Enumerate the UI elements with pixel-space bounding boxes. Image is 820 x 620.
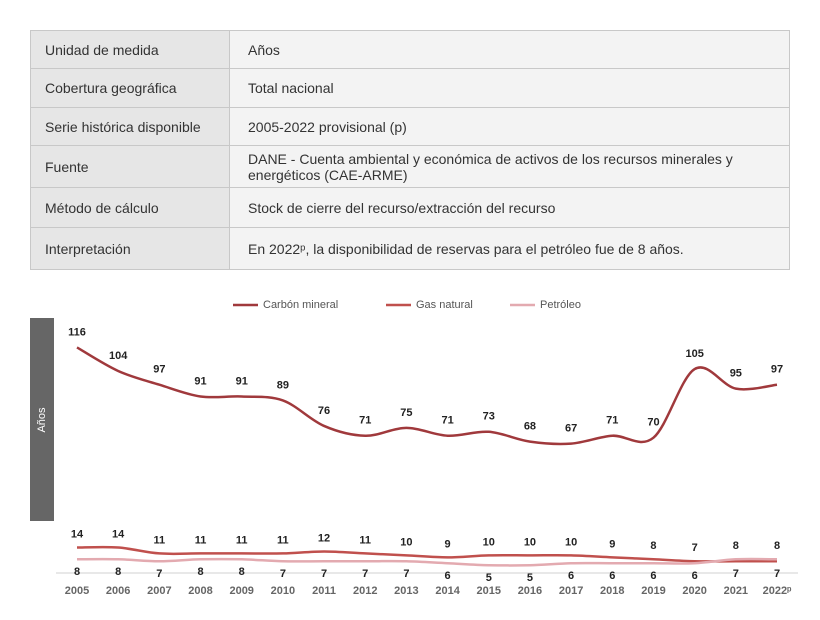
data-label: 7: [362, 568, 368, 580]
data-label: 104: [109, 350, 128, 362]
legend-label: Petróleo: [540, 299, 581, 311]
data-label: 91: [194, 375, 206, 387]
data-label: 7: [156, 568, 162, 580]
row-value: DANE - Cuenta ambiental y económica de a…: [229, 145, 790, 188]
data-label: 7: [774, 568, 780, 580]
x-tick-label: 2009: [229, 585, 253, 597]
data-label: 89: [277, 379, 289, 391]
data-label: 105: [685, 348, 703, 360]
data-label: 11: [154, 534, 166, 546]
data-label: 8: [74, 566, 80, 578]
data-label: 7: [403, 568, 409, 580]
series-line: [76, 545, 777, 563]
y-label-box: [30, 318, 54, 521]
x-tick-label: 2017: [559, 585, 583, 597]
data-label: 10: [400, 536, 412, 548]
x-tick-label: 2016: [518, 585, 542, 597]
data-label: 7: [692, 542, 698, 554]
x-tick-label: 2006: [106, 585, 130, 597]
data-label: 10: [524, 536, 536, 548]
row-key: Método de cálculo: [30, 187, 230, 228]
series-line: [76, 557, 778, 567]
data-label: 95: [730, 368, 742, 380]
data-label: 7: [733, 568, 739, 580]
data-label: 6: [445, 570, 451, 582]
data-label: 97: [771, 364, 783, 376]
row-key: Fuente: [30, 145, 230, 188]
data-label: 5: [486, 572, 492, 584]
data-label: 7: [321, 568, 327, 580]
data-label: 6: [692, 570, 698, 582]
x-tick-label: 2012: [353, 585, 377, 597]
data-label: 71: [441, 415, 453, 427]
row-value: En 2022ᵖ, la disponibilidad de reservas …: [229, 227, 790, 270]
data-label: 68: [524, 421, 536, 433]
data-label: 6: [568, 570, 574, 582]
data-label: 14: [71, 528, 84, 540]
row-value: Total nacional: [229, 68, 790, 108]
x-tick-label: 2011: [312, 585, 336, 597]
data-label: 11: [359, 534, 371, 546]
data-label: 11: [236, 534, 248, 546]
data-label: 10: [483, 536, 495, 548]
series-line: [76, 346, 778, 446]
y-axis-label: Años: [36, 407, 48, 433]
data-label: 10: [565, 536, 577, 548]
x-tick-label: 2018: [600, 585, 624, 597]
data-label: 9: [445, 538, 451, 550]
data-label: 8: [774, 540, 780, 552]
data-label: 8: [733, 540, 739, 552]
row-key: Unidad de medida: [30, 30, 230, 69]
data-label: 8: [197, 566, 203, 578]
data-label: 67: [565, 422, 577, 434]
x-tick-label: 2021: [724, 585, 748, 597]
data-label: 11: [277, 534, 289, 546]
data-label: 12: [318, 532, 330, 544]
data-label: 6: [609, 570, 615, 582]
data-label: 75: [400, 407, 412, 419]
data-label: 71: [606, 415, 618, 427]
x-tick-label: 2010: [271, 585, 295, 597]
row-value: Stock de cierre del recurso/extracción d…: [229, 187, 790, 228]
data-label: 73: [483, 411, 495, 423]
x-tick-label: 2007: [147, 585, 171, 597]
data-label: 116: [68, 326, 86, 338]
legend-label: Gas natural: [416, 299, 473, 311]
data-label: 91: [236, 375, 248, 387]
data-label: 6: [650, 570, 656, 582]
data-label: 71: [359, 415, 371, 427]
row-key: Serie histórica disponible: [30, 107, 230, 146]
data-label: 11: [195, 534, 207, 546]
row-value: 2005-2022 provisional (p): [229, 107, 790, 146]
data-label: 7: [280, 568, 286, 580]
x-tick-label: 2005: [65, 585, 89, 597]
data-label: 76: [318, 405, 330, 417]
row-key: Interpretación: [30, 227, 230, 270]
x-tick-label: 2014: [435, 585, 460, 597]
data-label: 97: [153, 364, 165, 376]
x-tick-label: 2015: [477, 585, 501, 597]
data-label: 8: [239, 566, 245, 578]
data-label: 70: [647, 417, 659, 429]
x-tick-label: 2013: [394, 585, 418, 597]
data-label: 14: [112, 528, 125, 540]
info-table: Unidad de medida Años Cobertura geográfic…: [30, 30, 790, 270]
x-tick-label: 2020: [682, 585, 706, 597]
x-tick-label: 2022ᵖ: [763, 585, 792, 597]
data-label: 5: [527, 572, 533, 584]
data-label: 8: [650, 540, 656, 552]
data-label: 9: [609, 538, 615, 550]
x-tick-label: 2008: [188, 585, 212, 597]
x-tick-label: 2019: [641, 585, 665, 597]
data-label: 8: [115, 566, 121, 578]
legend-label: Carbón mineral: [263, 299, 338, 311]
